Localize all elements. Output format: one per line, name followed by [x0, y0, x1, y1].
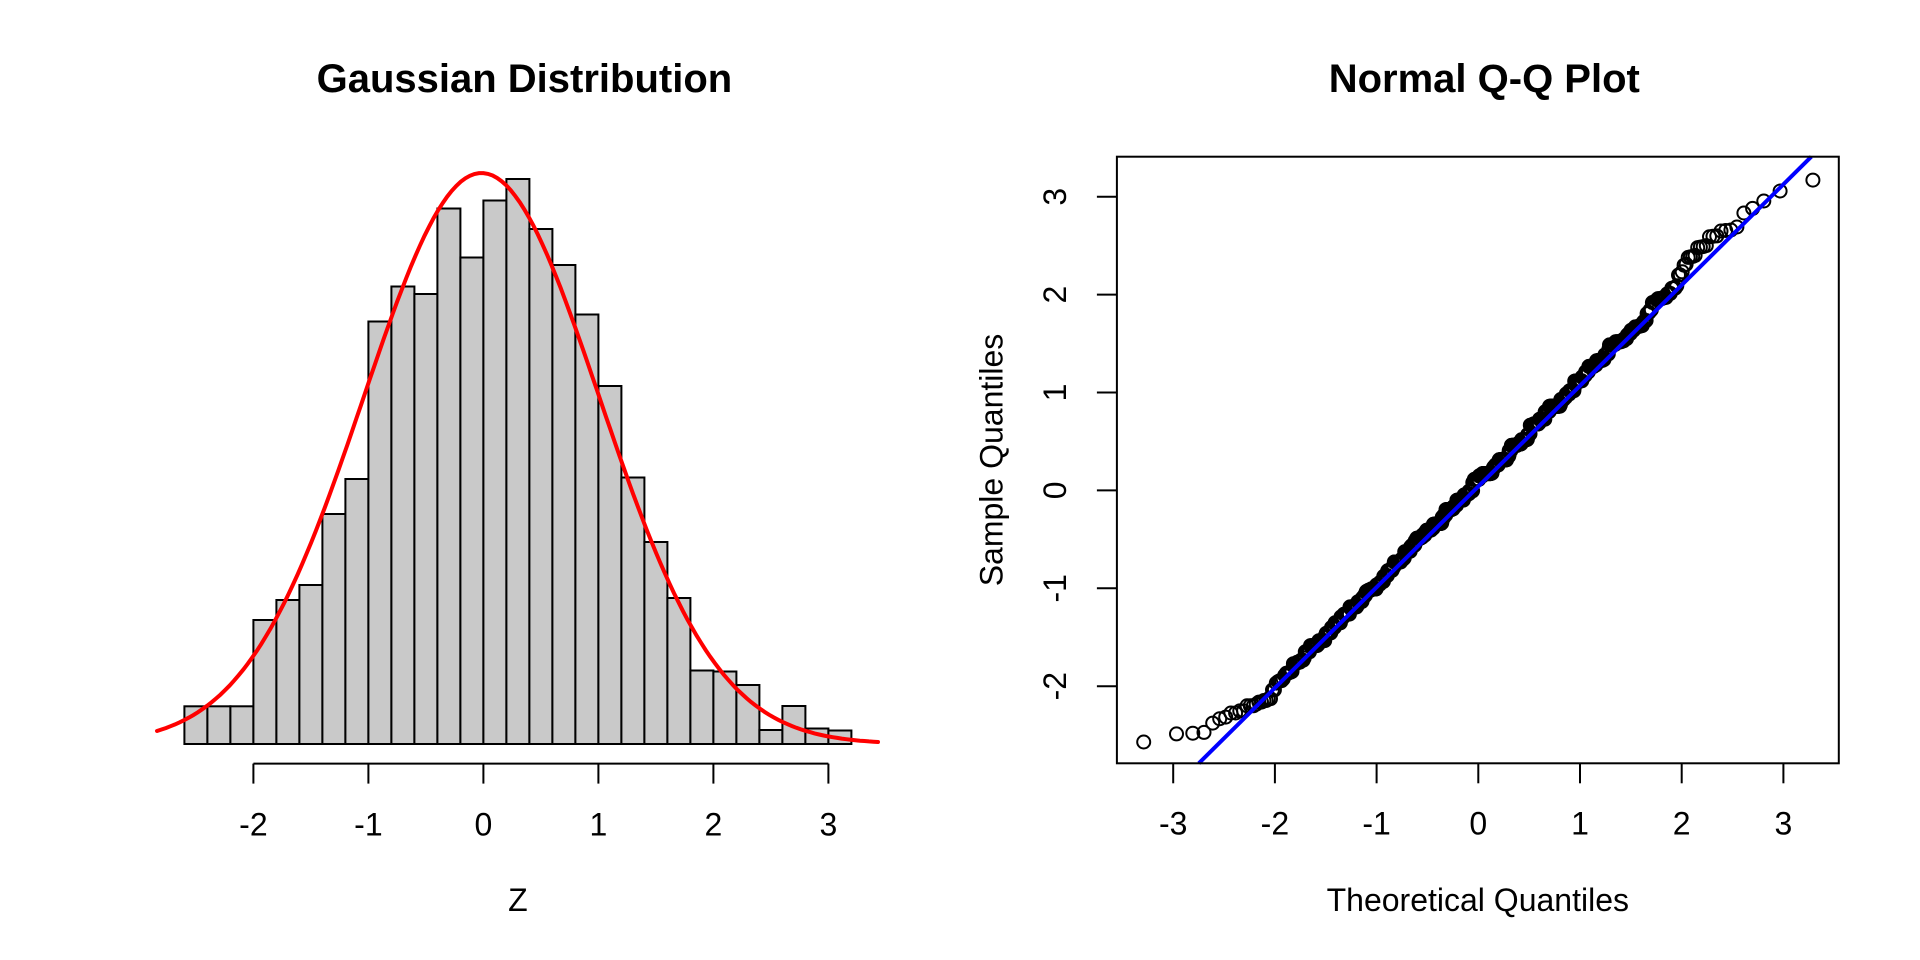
svg-text:3: 3: [820, 807, 838, 843]
svg-text:Theoretical Quantiles: Theoretical Quantiles: [1327, 882, 1629, 918]
svg-text:2: 2: [1037, 286, 1073, 304]
svg-text:-2: -2: [239, 807, 267, 843]
svg-text:Sample Quantiles: Sample Quantiles: [974, 334, 1010, 587]
svg-text:-1: -1: [1037, 574, 1073, 602]
svg-text:-1: -1: [1362, 806, 1390, 842]
svg-text:2: 2: [1673, 806, 1691, 842]
svg-text:0: 0: [475, 807, 493, 843]
svg-text:0: 0: [1469, 806, 1487, 842]
svg-text:1: 1: [1037, 384, 1073, 402]
svg-text:3: 3: [1037, 188, 1073, 206]
svg-text:Gaussian Distribution: Gaussian Distribution: [317, 57, 733, 101]
svg-text:-2: -2: [1261, 806, 1289, 842]
svg-text:-3: -3: [1159, 806, 1187, 842]
svg-text:Normal Q-Q Plot: Normal Q-Q Plot: [1329, 57, 1640, 101]
svg-text:0: 0: [1037, 482, 1073, 500]
svg-text:-1: -1: [354, 807, 382, 843]
svg-text:-2: -2: [1037, 672, 1073, 700]
svg-text:3: 3: [1775, 806, 1793, 842]
svg-text:1: 1: [590, 807, 608, 843]
svg-text:2: 2: [705, 807, 723, 843]
svg-text:Z: Z: [508, 882, 528, 918]
svg-text:1: 1: [1571, 806, 1589, 842]
